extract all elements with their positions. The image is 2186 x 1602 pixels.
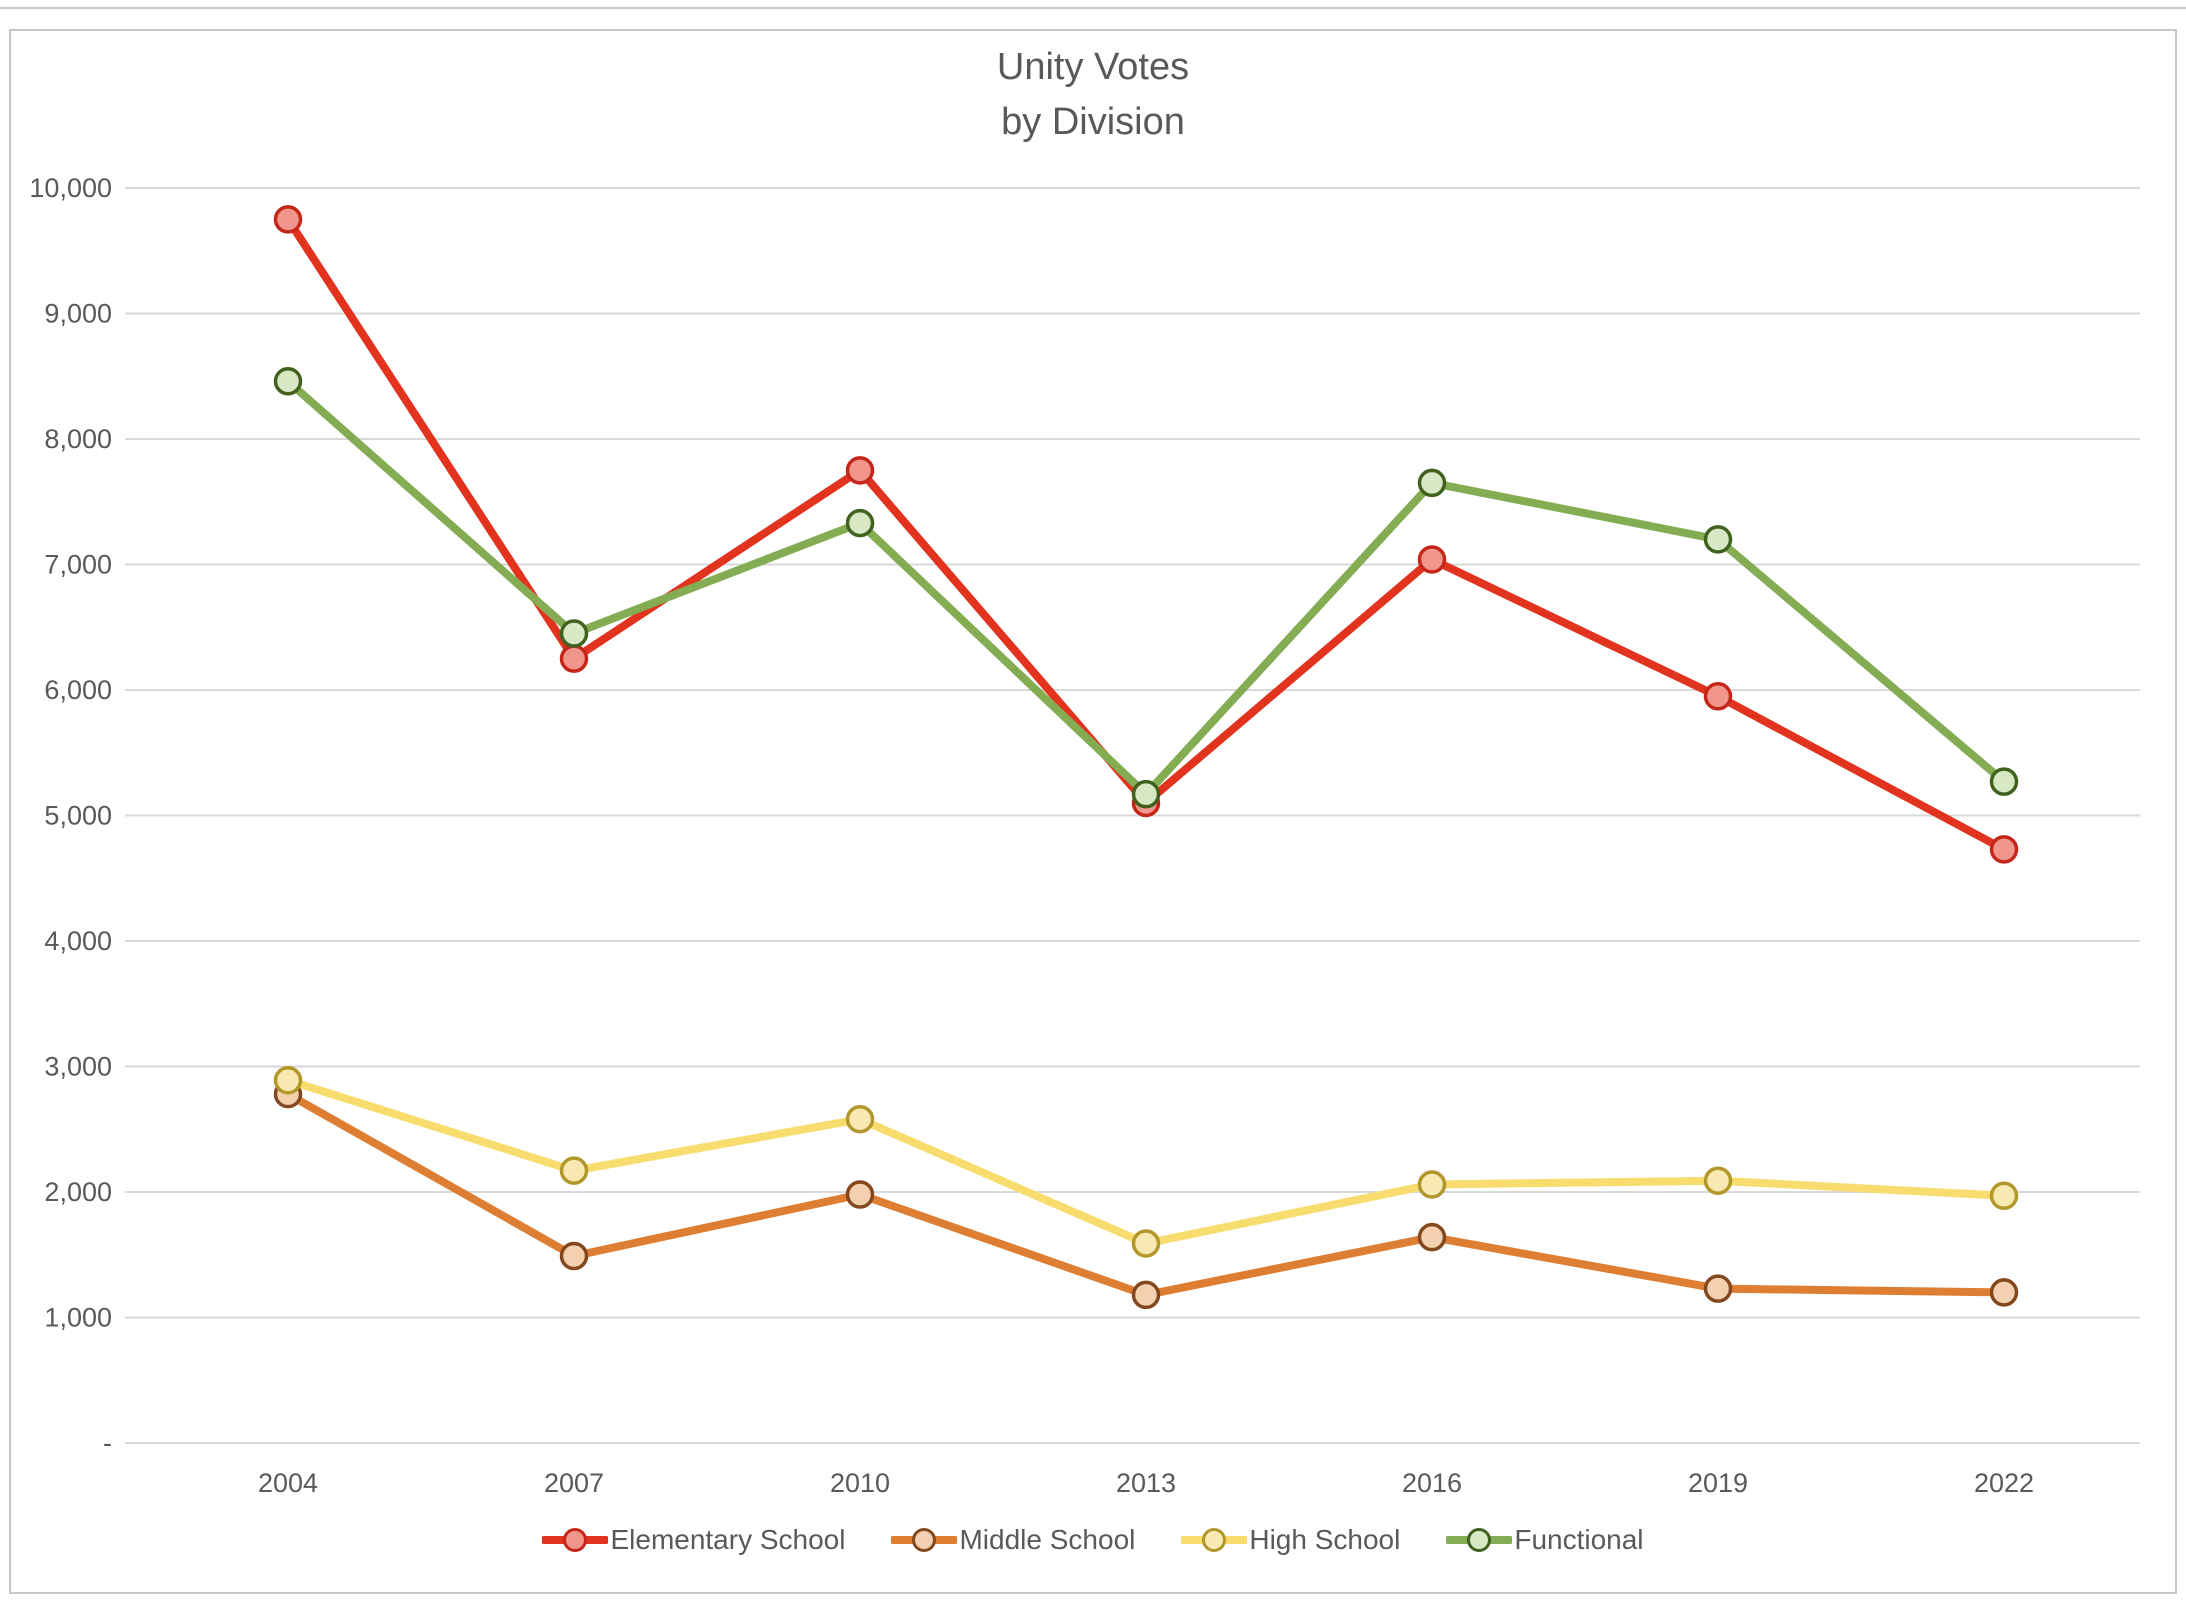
y-tick-label: 8,000 [44, 424, 112, 454]
data-point-elementary-school [559, 644, 589, 673]
legend-marker-icon [1181, 1528, 1248, 1552]
data-point-high-school [1703, 1166, 1733, 1195]
legend-label: Middle School [959, 1524, 1136, 1555]
data-point-functional [273, 367, 303, 396]
y-tick-label: 4,000 [44, 926, 112, 956]
x-axis-label: 2022 [1974, 1468, 2034, 1498]
y-tick-label: 5,000 [44, 801, 112, 831]
y-tick-label: 10,000 [29, 173, 112, 203]
data-point-middle-school [1703, 1274, 1733, 1303]
data-point-elementary-school [1417, 545, 1447, 574]
data-point-high-school [1989, 1181, 2019, 1211]
data-point-high-school [1417, 1170, 1447, 1199]
data-point-functional [1703, 525, 1733, 554]
y-tick-label: 6,000 [44, 675, 112, 705]
data-point-elementary-school [273, 205, 303, 234]
legend-marker-dot [563, 1528, 588, 1552]
data-point-middle-school [845, 1180, 875, 1209]
series-line-middle-school [284, 1090, 2008, 1299]
x-axis-label: 2013 [1116, 1468, 1176, 1498]
y-tick-label: 3,000 [44, 1052, 112, 1082]
y-tick-label: 9,000 [44, 299, 112, 329]
y-tick-label: 2,000 [44, 1177, 112, 1207]
legend-item-functional: Functional [1446, 1524, 1644, 1556]
x-axis-label: 2010 [830, 1468, 890, 1498]
data-point-high-school [845, 1104, 875, 1134]
data-point-high-school [559, 1156, 589, 1185]
legend-marker-icon [542, 1528, 609, 1552]
data-point-elementary-school [1989, 835, 2019, 864]
data-point-middle-school [1417, 1222, 1447, 1252]
x-axis-label: 2016 [1402, 1468, 1462, 1498]
legend-marker-dot [1467, 1528, 1492, 1552]
y-tick-label: 1,000 [44, 1303, 112, 1333]
data-point-high-school [1131, 1229, 1161, 1258]
data-point-functional [1989, 767, 2019, 796]
data-point-functional [845, 508, 875, 538]
chart-legend: Elementary School Middle School High Schoo… [0, 1524, 2186, 1556]
series-line-high-school [284, 1076, 2008, 1248]
y-tick-label: 7,000 [44, 550, 112, 580]
data-point-middle-school [1989, 1278, 2019, 1307]
legend-item-high-school: High School [1181, 1524, 1400, 1556]
data-point-middle-school [559, 1241, 589, 1271]
data-point-middle-school [1131, 1280, 1161, 1310]
data-point-high-school [273, 1066, 303, 1095]
legend-marker-dot [912, 1528, 937, 1552]
legend-label: Elementary School [610, 1524, 846, 1555]
legend-marker-dot [1202, 1528, 1227, 1552]
legend-marker-icon [891, 1528, 958, 1552]
chart-frame [9, 29, 2177, 1594]
legend-label: Functional [1514, 1524, 1644, 1555]
legend-marker-icon [1446, 1528, 1513, 1552]
data-point-functional [1131, 779, 1161, 809]
x-axis-label: 2019 [1688, 1468, 1748, 1498]
data-point-elementary-school [1703, 682, 1733, 711]
x-axis-label: 2007 [544, 1468, 604, 1498]
data-point-elementary-school [845, 456, 875, 485]
legend-item-elementary-school: Elementary School [542, 1524, 845, 1556]
data-point-functional [559, 619, 589, 648]
legend-label: High School [1249, 1524, 1401, 1555]
series-line-functional [284, 377, 2008, 799]
x-axis-label: 2004 [258, 1468, 318, 1498]
legend-item-middle-school: Middle School [891, 1524, 1135, 1556]
data-point-functional [1417, 468, 1447, 498]
y-tick-label: - [103, 1428, 112, 1458]
